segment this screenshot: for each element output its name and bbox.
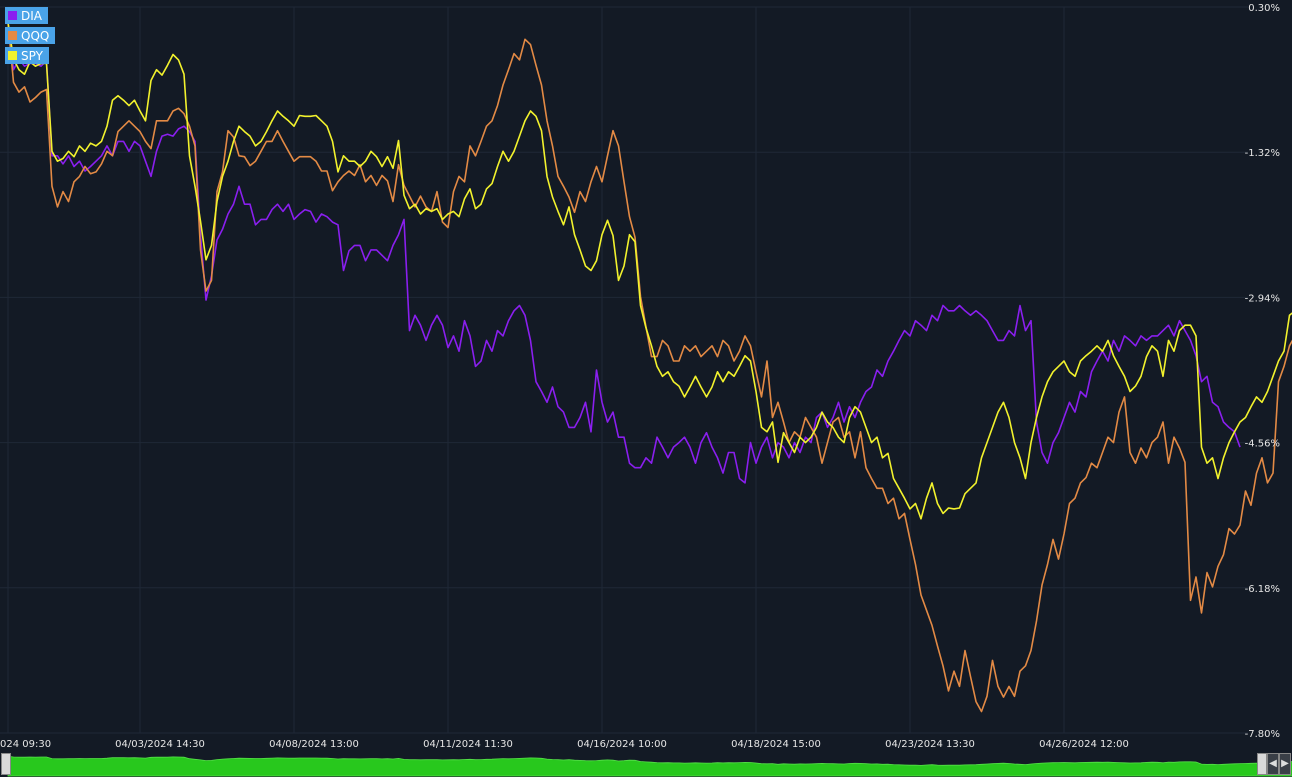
series-line-dia xyxy=(7,22,1241,484)
legend-item-qqq[interactable]: QQQ xyxy=(5,27,56,44)
spy-swatch-icon xyxy=(8,51,17,60)
y-tick-label: 0.30% xyxy=(1248,3,1280,14)
grid-lines xyxy=(0,6,1248,734)
y-axis: 0.30% -1.32% -2.94% -4.56% -6.18% -7.80% xyxy=(1245,3,1280,740)
legend-label-qqq: QQQ xyxy=(21,28,50,43)
x-tick-label: 04/08/2024 13:00 xyxy=(269,739,359,750)
scroll-right-arrow-icon[interactable]: ▶ xyxy=(1279,753,1291,775)
series-line-spy xyxy=(7,22,1292,520)
legend-label-spy: SPY xyxy=(21,48,43,63)
legend: DIA QQQ SPY xyxy=(5,7,56,67)
legend-item-dia[interactable]: DIA xyxy=(5,7,48,24)
qqq-swatch-icon xyxy=(8,31,17,40)
y-tick-label: -2.94% xyxy=(1245,293,1280,304)
y-tick-label: -6.18% xyxy=(1245,584,1280,595)
y-tick-label: -7.80% xyxy=(1245,729,1280,740)
x-tick-label: 024 09:30 xyxy=(0,739,51,750)
navigator-series-area xyxy=(7,755,1292,777)
dia-swatch-icon xyxy=(8,11,17,20)
x-tick-label: 04/03/2024 14:30 xyxy=(115,739,205,750)
navigator-left-handle[interactable] xyxy=(1,753,11,775)
x-tick-label: 04/18/2024 15:00 xyxy=(731,739,821,750)
series-lines xyxy=(7,22,1292,713)
scroll-left-arrow-icon[interactable]: ◀ xyxy=(1267,753,1279,775)
navigator-right-handle[interactable] xyxy=(1257,753,1267,775)
y-tick-label: -1.32% xyxy=(1245,148,1280,159)
x-tick-label: 04/26/2024 12:00 xyxy=(1039,739,1129,750)
series-line-qqq xyxy=(7,22,1292,713)
x-tick-label: 04/23/2024 13:30 xyxy=(885,739,975,750)
legend-label-dia: DIA xyxy=(21,8,42,23)
x-axis: 024 09:30 04/03/2024 14:30 04/08/2024 13:0… xyxy=(0,739,1129,750)
navigator-area[interactable] xyxy=(0,755,1292,777)
legend-item-spy[interactable]: SPY xyxy=(5,47,49,64)
x-tick-label: 04/11/2024 11:30 xyxy=(423,739,513,750)
y-tick-label: -4.56% xyxy=(1245,439,1280,450)
x-tick-label: 04/16/2024 10:00 xyxy=(577,739,667,750)
